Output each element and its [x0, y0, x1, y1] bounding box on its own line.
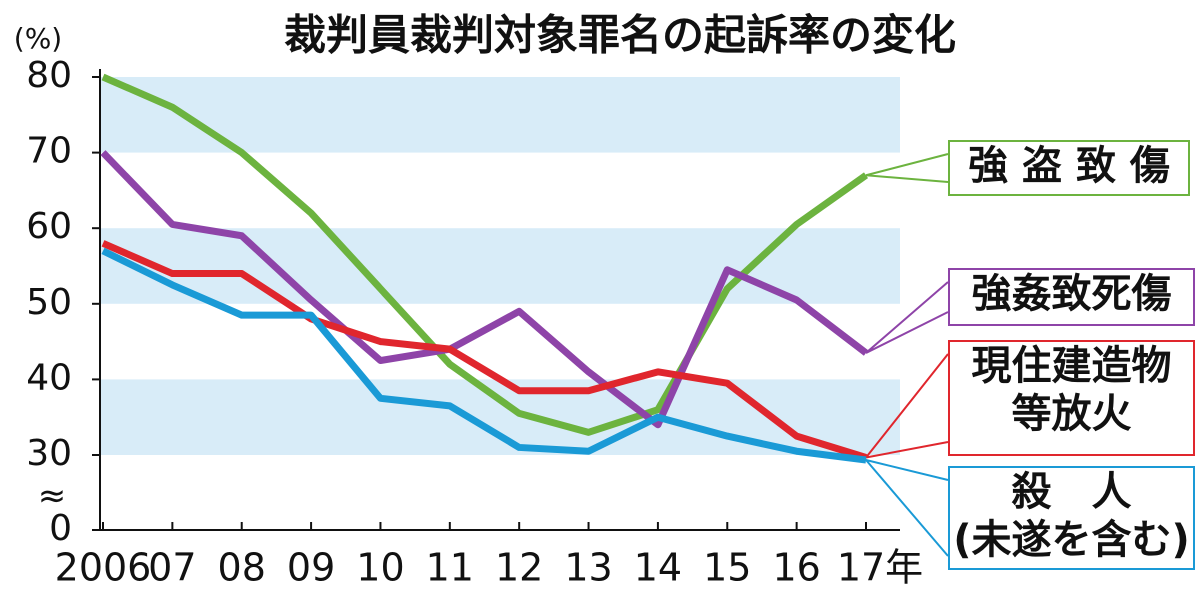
axis-break: ≈ [38, 476, 67, 516]
series-line [101, 240, 868, 461]
leader [865, 153, 949, 183]
legend-label: 強姦致死傷 [948, 268, 1195, 326]
x-tick-label: 17年 [837, 546, 923, 590]
y-tick-label: 80 [26, 55, 72, 96]
y-tick-label: 0 [49, 508, 72, 549]
y-unit: (%) [14, 22, 62, 55]
y-tick-label: 30 [26, 433, 72, 474]
x-tick-label: 15 [703, 546, 751, 590]
band [100, 379, 900, 455]
x-tick-label: 13 [564, 546, 612, 590]
band [100, 228, 900, 304]
band [100, 77, 900, 153]
legend-label: 強 盗 致 傷 [948, 140, 1190, 196]
legend-label: 現住建造物 等放火 [948, 340, 1195, 456]
y-tick-label: 40 [26, 357, 72, 398]
y-tick-label: 70 [26, 131, 72, 172]
x-tick-label: 09 [287, 546, 335, 590]
x-tick-label: 11 [426, 546, 474, 590]
series-line [101, 247, 867, 464]
x-tick-label: 08 [218, 546, 266, 590]
series-line [100, 150, 869, 429]
leader [865, 281, 949, 354]
y-tick-label: 50 [26, 282, 72, 323]
x-tick-label: 16 [772, 546, 820, 590]
x-tick-label: 12 [495, 546, 543, 590]
x-tick-label: 10 [356, 546, 404, 590]
chart-title: 裁判員裁判対象罪名の起訴率の変化 [284, 11, 956, 60]
x-tick-label: 07 [148, 546, 196, 590]
leader [863, 458, 949, 557]
legend-label: 殺 人 (未遂を含む) [948, 466, 1195, 570]
y-tick-label: 60 [26, 206, 72, 247]
x-tick-label: 14 [634, 546, 682, 590]
x-tick-label: 2006 [55, 546, 152, 590]
